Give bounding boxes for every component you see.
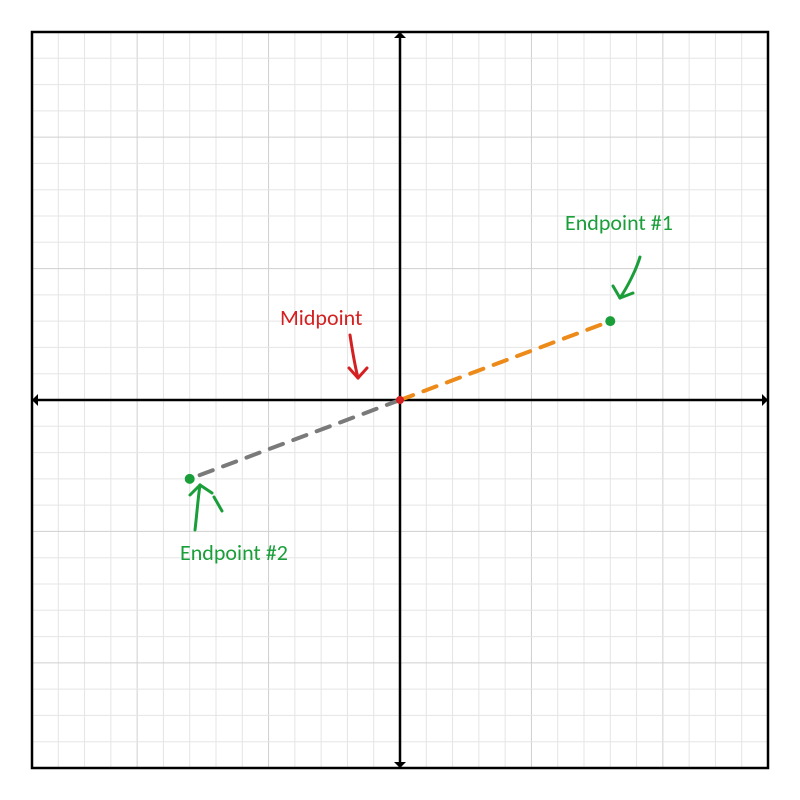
- point-endpoint2: [185, 474, 195, 484]
- label-endpoint1: Endpoint #1: [565, 209, 673, 236]
- point-endpoint1: [605, 316, 615, 326]
- point-midpoint: [396, 396, 404, 404]
- label-endpoint2: Endpoint #2: [180, 539, 288, 566]
- label-midpoint: Midpoint: [280, 304, 362, 331]
